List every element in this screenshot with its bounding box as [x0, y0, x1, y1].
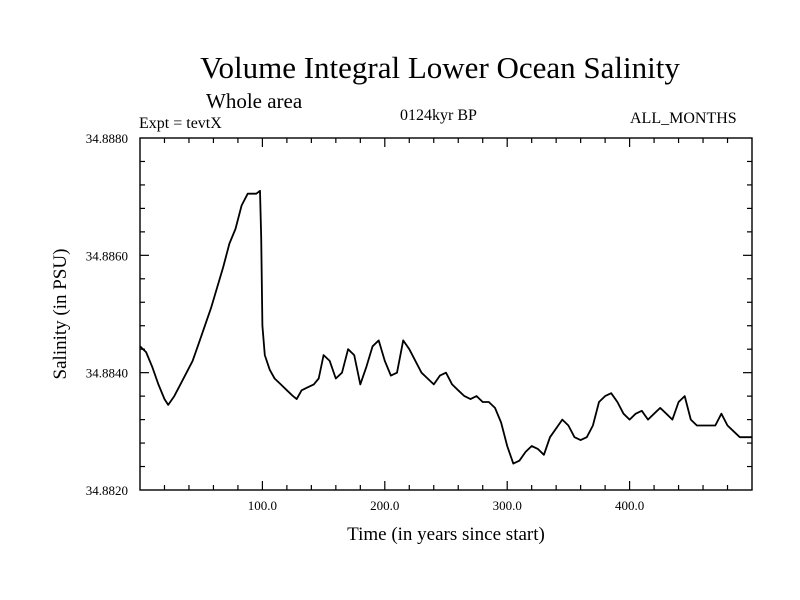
- y-axis-title: Salinity (in PSU): [50, 249, 71, 380]
- tick-labels: 100.0 200.0 300.0 400.0 34.8820 34.8840 34.886…: [86, 131, 644, 513]
- x-tick-label: 400.0: [615, 498, 644, 513]
- axis-ticks: [140, 138, 752, 490]
- plot-frame: [139, 137, 753, 491]
- chart-subtitle: Whole area: [206, 89, 303, 113]
- months-label: ALL_MONTHS: [630, 110, 737, 127]
- y-tick-label: 34.8820: [86, 483, 128, 498]
- salinity-series-line: [139, 189, 752, 465]
- y-tick-label: 34.8880: [86, 131, 128, 146]
- period-label: 0124kyr BP: [400, 107, 477, 124]
- x-tick-label: 300.0: [493, 498, 522, 513]
- chart-title: Volume Integral Lower Ocean Salinity: [200, 50, 680, 85]
- experiment-label: Expt = tevtX: [139, 115, 222, 132]
- x-tick-label: 100.0: [248, 498, 277, 513]
- x-axis-title: Time (in years since start): [347, 524, 545, 545]
- y-tick-label: 34.8840: [86, 366, 128, 381]
- x-tick-label: 200.0: [370, 498, 399, 513]
- y-tick-label: 34.8860: [86, 248, 128, 263]
